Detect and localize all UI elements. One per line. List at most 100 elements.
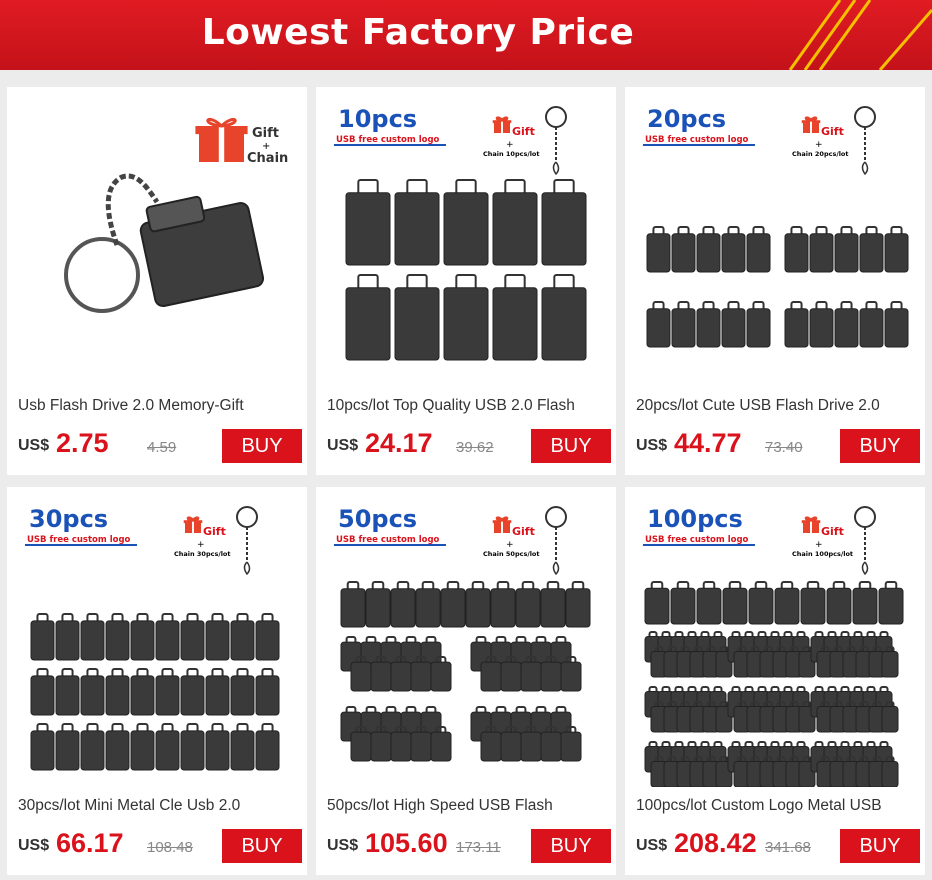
gift-label: Gift: [821, 525, 844, 538]
drive: [205, 730, 230, 771]
custom-logo-note: USB free custom logo: [645, 535, 749, 545]
drive: [415, 588, 441, 628]
custom-underline: [25, 544, 137, 546]
gift-plus: +: [506, 140, 514, 150]
gift-label: Gift: [203, 525, 226, 538]
drive: [881, 706, 899, 733]
chain-label: Chain: [247, 151, 288, 166]
drive: [480, 731, 502, 762]
product-image: 20pcs USB free custom logo Gift +Chain 20pc…: [643, 105, 909, 348]
header-title: Lowest Factory Price: [201, 12, 635, 53]
gift-bow: [495, 116, 509, 122]
drive: [784, 233, 809, 273]
product-image: 100pcs USB free custom logo Gift +Chain 100…: [643, 505, 904, 787]
drive: [746, 233, 771, 273]
currency: US$: [636, 437, 668, 454]
product-title: 30pcs/lot Mini Metal Cle Usb 2.0: [18, 797, 241, 814]
pack-badge: 20pcs: [647, 105, 726, 133]
currency: US$: [18, 837, 50, 854]
drive: [540, 661, 562, 692]
drive: [809, 308, 834, 348]
key-ring: [64, 237, 140, 313]
drive: [852, 587, 878, 625]
product-card[interactable]: Gift + Chain Usb Flash Drive 2.0 Memory-Gif…: [7, 87, 307, 475]
buy-button[interactable]: BUY: [840, 829, 920, 863]
buy-button[interactable]: BUY: [531, 429, 611, 463]
product-card[interactable]: 20pcs USB free custom logo Gift + Chain 20pc…: [625, 87, 925, 475]
drive: [826, 587, 852, 625]
product-card[interactable]: 10pcs USB free custom logo Gift + Chain 10pc…: [316, 87, 616, 475]
price: 105.60: [365, 828, 448, 858]
gift-ribbon: [192, 520, 194, 533]
drive: [255, 620, 280, 661]
currency: US$: [18, 437, 50, 454]
drive: [500, 661, 522, 692]
drive: [105, 620, 130, 661]
product-card[interactable]: 50pcs USB free custom logo Gift + Chain 50pc…: [316, 487, 616, 875]
currency: US$: [327, 837, 359, 854]
drive: [881, 761, 899, 787]
drive: [105, 675, 130, 716]
pack-badge: 30pcs: [29, 505, 108, 533]
drive: [748, 587, 774, 625]
drive: [492, 287, 538, 361]
buy-button[interactable]: BUY: [531, 829, 611, 863]
product-title: 10pcs/lot Top Quality USB 2.0 Flash: [327, 397, 575, 414]
drive: [800, 587, 826, 625]
pack-badge: 10pcs: [338, 105, 417, 133]
drive: [809, 233, 834, 273]
key-hook: [861, 561, 869, 576]
drive: [30, 620, 55, 661]
drive: [155, 675, 180, 716]
drive: [443, 287, 489, 361]
drive: [80, 730, 105, 771]
product-card[interactable]: 100pcs USB free custom logo Gift + Chain 100…: [625, 487, 925, 875]
buy-button[interactable]: BUY: [222, 829, 302, 863]
old-price: 39.62: [456, 439, 494, 456]
drive: [410, 661, 432, 692]
chain-note: Chain 20pcs/lot: [792, 150, 849, 158]
drive: [881, 651, 899, 678]
currency: US$: [327, 437, 359, 454]
drive: [565, 588, 591, 628]
drive: [255, 675, 280, 716]
gift-ribbon: [810, 120, 812, 133]
drive: [180, 730, 205, 771]
drive: [721, 308, 746, 348]
key-hook: [861, 161, 869, 176]
drive: [345, 192, 391, 266]
drive: [130, 620, 155, 661]
buy-button[interactable]: BUY: [840, 429, 920, 463]
product-title: 100pcs/lot Custom Logo Metal USB: [636, 797, 882, 814]
price: 24.17: [365, 428, 433, 458]
gift-label: Gift: [821, 125, 844, 138]
drive: [390, 731, 412, 762]
buy-button[interactable]: BUY: [222, 429, 302, 463]
drive: [255, 730, 280, 771]
drive: [696, 233, 721, 273]
key-ring: [854, 106, 876, 128]
drive: [230, 675, 255, 716]
gift-bow: [206, 117, 237, 128]
drive: [541, 287, 587, 361]
key-chain: [105, 173, 160, 246]
drive: [365, 588, 391, 628]
chain-note: Chain 10pcs/lot: [483, 150, 540, 158]
drive: [465, 588, 491, 628]
product-image: 30pcs USB free custom logo Gift +Chain 30pc…: [25, 505, 280, 771]
drive: [746, 308, 771, 348]
drive: [370, 661, 392, 692]
gift-plus: +: [262, 141, 270, 152]
product-card[interactable]: 30pcs USB free custom logo Gift + Chain 30pc…: [7, 487, 307, 875]
drive: [55, 675, 80, 716]
header-stripes: [788, 0, 932, 70]
drive: [390, 588, 416, 628]
drive: [370, 731, 392, 762]
drive: [646, 308, 671, 348]
drive: [884, 308, 909, 348]
drive: [180, 675, 205, 716]
gift-ribbon: [218, 126, 225, 162]
drive: [784, 308, 809, 348]
gift-label: Gift: [512, 125, 535, 138]
